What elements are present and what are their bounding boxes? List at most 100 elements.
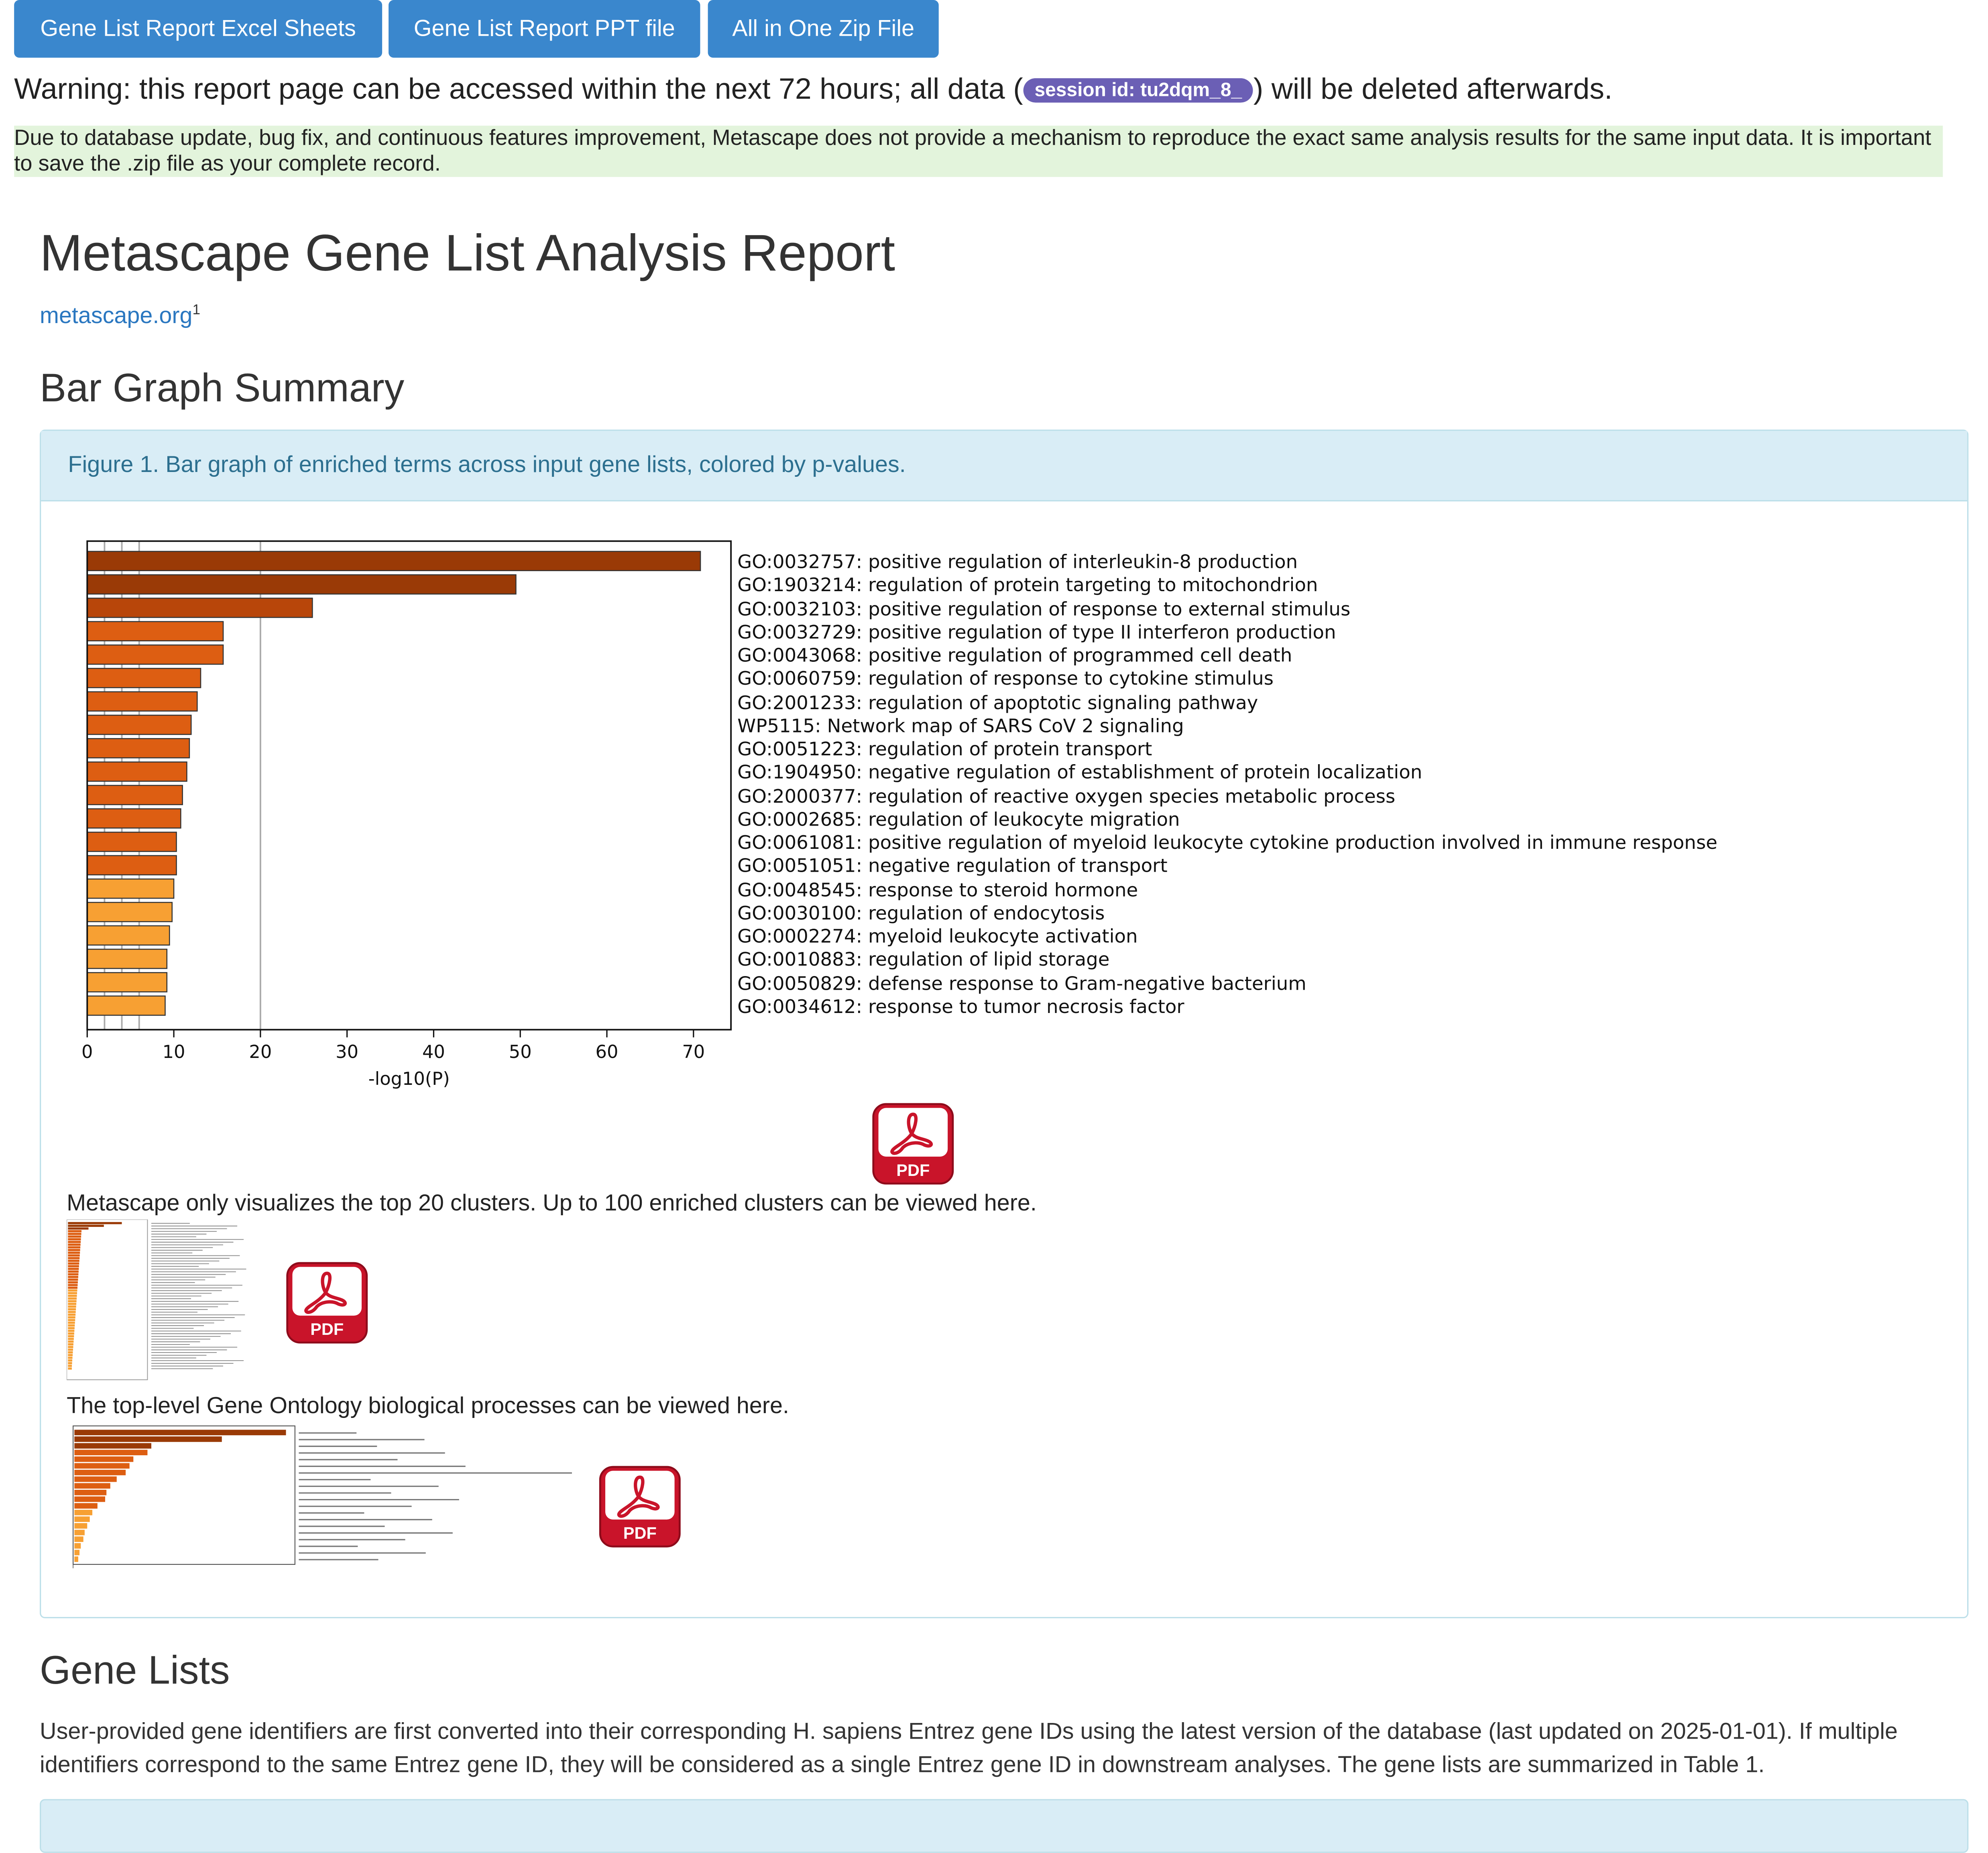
gene-lists-paragraph: User-provided gene identifiers are first… (40, 1718, 1898, 1778)
term-label: GO:1903214: regulation of protein target… (737, 575, 1318, 597)
term-label: GO:1904950: negative regulation of estab… (737, 762, 1422, 784)
thumb-bar (68, 1367, 72, 1370)
site-link[interactable]: metascape.org1 (40, 303, 200, 330)
term-label: GO:0048545: response to steroid hormone (737, 879, 1138, 901)
x-tick-label: 40 (422, 1041, 445, 1062)
bar-chart: 0 10 20 30 40 50 60 70 -log10(P) (81, 540, 732, 1089)
thumb-bar (74, 1550, 80, 1556)
figure-caption: Figure 1. Bar graph of enriched terms ac… (68, 451, 906, 477)
term-label: GO:2001233: regulation of apoptotic sign… (737, 692, 1258, 714)
warning-prefix: Warning: this report page can be accesse… (14, 71, 1023, 105)
thumb-bar (74, 1476, 117, 1482)
figure-panel: Figure 1. Bar graph of enriched terms ac… (40, 429, 1969, 1619)
thumb-bar (68, 1294, 77, 1297)
bar (86, 948, 168, 969)
thumb-bar (68, 1246, 81, 1249)
thumb-bar (68, 1322, 75, 1324)
thumb-bar (68, 1305, 76, 1308)
bar (86, 902, 173, 922)
thumb-bar (74, 1556, 78, 1562)
thumb-bar (68, 1265, 79, 1267)
thumb-bar (68, 1238, 81, 1241)
warning-suffix: ) will be deleted afterwards. (1253, 71, 1613, 105)
thumb-bar (74, 1483, 110, 1489)
thumb-bar (68, 1276, 78, 1278)
term-label: GO:0051223: regulation of protein transp… (737, 738, 1152, 761)
thumb-bar (68, 1257, 80, 1259)
thumb-bar (74, 1503, 98, 1509)
bar (86, 621, 224, 641)
thumb-bar (74, 1536, 83, 1542)
thumb-bar (68, 1227, 89, 1230)
thumb-bar (68, 1340, 74, 1343)
thumb-bar (68, 1292, 77, 1294)
thumb-bar (68, 1281, 78, 1283)
warning-text: Warning: this report page can be accesse… (14, 72, 1612, 106)
thumb-bar (68, 1267, 79, 1270)
term-label: GO:0032757: positive regulation of inter… (737, 551, 1298, 574)
top100-thumbnail[interactable] (67, 1219, 285, 1383)
bar (86, 878, 175, 899)
thumb-bar (68, 1241, 81, 1243)
thumb-bar (68, 1300, 77, 1302)
pdf-icon[interactable]: PDF (286, 1262, 368, 1344)
bar (86, 738, 190, 759)
term-label: GO:0051051: negative regulation of trans… (737, 855, 1168, 878)
bar-graph-heading: Bar Graph Summary (40, 365, 405, 411)
main-pdf-link[interactable]: PDF (872, 1103, 954, 1191)
thumb-bar (68, 1359, 73, 1362)
pdf-label: PDF (896, 1161, 930, 1180)
site-link-text[interactable]: metascape.org (40, 303, 193, 328)
thumb-bar (68, 1308, 76, 1310)
thumb-bar (68, 1259, 79, 1262)
x-tick-label: 30 (336, 1041, 358, 1062)
thumb-bar (68, 1303, 77, 1305)
zip-file-button[interactable]: All in One Zip File (708, 0, 939, 58)
thumb-bar (68, 1335, 74, 1338)
toplevel-note: The top-level Gene Ontology biological p… (67, 1392, 789, 1418)
session-badge: session id: tu2dqm_8_ (1023, 78, 1253, 103)
thumb-bar (68, 1270, 79, 1273)
excel-sheets-button[interactable]: Gene List Report Excel Sheets (14, 0, 383, 58)
thumb-bar (68, 1316, 75, 1319)
thumb-bar (74, 1436, 222, 1442)
thumb-bar (74, 1456, 134, 1462)
term-label: GO:0030100: regulation of endocytosis (737, 902, 1105, 924)
term-label: GO:0010883: regulation of lipid storage (737, 949, 1110, 971)
pdf-label: PDF (623, 1523, 657, 1542)
x-tick-label: 50 (509, 1041, 532, 1062)
thumb-bar (74, 1509, 93, 1515)
x-tick-label: 70 (682, 1041, 705, 1062)
thumb-bar (68, 1349, 73, 1351)
pdf-icon[interactable]: PDF (599, 1466, 681, 1548)
toplevel-thumbnail[interactable] (71, 1423, 596, 1590)
pdf-icon[interactable]: PDF (872, 1103, 954, 1185)
thumb-bar (68, 1235, 81, 1238)
thumb-bar (74, 1543, 81, 1549)
thumb-bar (68, 1324, 75, 1327)
bar (86, 855, 177, 876)
thumb-bar (68, 1332, 74, 1335)
thumb-bar (68, 1357, 73, 1359)
bar (86, 761, 187, 782)
thumb-bar (74, 1523, 87, 1529)
bar (86, 995, 166, 1016)
ppt-file-button[interactable]: Gene List Report PPT file (389, 0, 700, 58)
thumb-bar (74, 1450, 148, 1456)
term-label: WP5115: Network map of SARS CoV 2 signal… (737, 715, 1184, 737)
top100-pdf-link[interactable]: PDF (286, 1262, 368, 1350)
bar (86, 668, 201, 688)
thumb-bar (74, 1463, 130, 1469)
thumb-bar (68, 1230, 82, 1233)
thumb-bar (68, 1346, 73, 1348)
thumb-bar (68, 1311, 76, 1313)
toplevel-pdf-link[interactable]: PDF (599, 1466, 681, 1554)
bar (86, 808, 181, 829)
bar (86, 644, 224, 665)
thumb-bar (68, 1233, 81, 1235)
thumb-bar (74, 1489, 107, 1495)
thumb-bar (68, 1362, 72, 1365)
thumb-bar (68, 1330, 75, 1332)
thumb-bar (68, 1262, 79, 1265)
bar (86, 785, 183, 805)
